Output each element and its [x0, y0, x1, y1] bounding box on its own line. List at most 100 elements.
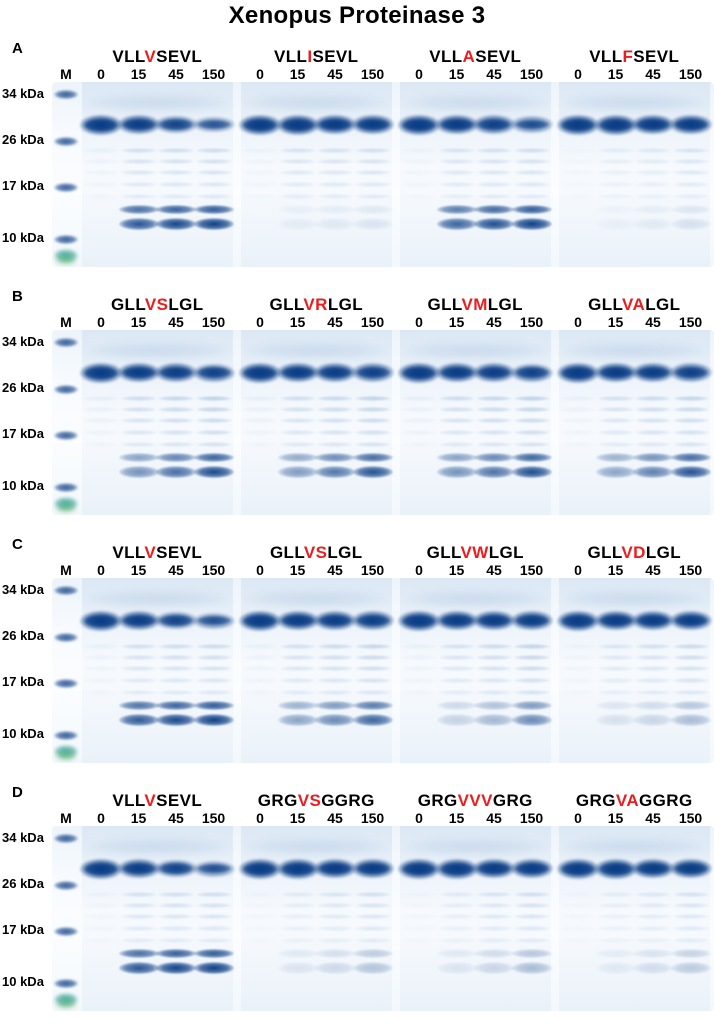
- gel-panel-b: B 34 kDa 26 kDa 17 kDa 10 kDa M GLLVSLGL 0 15 45 1…: [0, 284, 714, 532]
- degradation-band: [560, 194, 596, 200]
- degradation-band: [438, 418, 475, 424]
- lane-smear: [241, 826, 392, 1011]
- intact-protein-band: [355, 614, 390, 627]
- cleavage-product-band: [156, 466, 196, 479]
- gel-image: [52, 82, 714, 267]
- lane-smear: [559, 578, 710, 763]
- kda-label: 26 kDa: [2, 380, 44, 396]
- degradation-band: [195, 655, 232, 661]
- cleavage-product-band: [193, 701, 234, 711]
- kda-label: 17 kDa: [2, 178, 44, 194]
- degradation-band: [120, 678, 157, 684]
- degradation-band: [279, 194, 316, 200]
- degradation-band: [401, 395, 437, 401]
- sequence-label: GLLVSLGL: [77, 295, 237, 315]
- upper-smear: [83, 591, 232, 608]
- degradation-band: [476, 666, 512, 672]
- time-label: 15: [448, 66, 465, 82]
- cleavage-product-band: [595, 962, 636, 975]
- time-label: 45: [486, 314, 502, 330]
- sequence-label: GLLVALGL: [554, 295, 714, 315]
- degradation-band: [476, 442, 512, 448]
- degradation-band: [195, 914, 232, 920]
- degradation-band: [317, 678, 353, 684]
- degradation-band: [158, 194, 194, 200]
- upper-smear: [242, 591, 391, 608]
- degradation-band: [597, 170, 634, 176]
- cleavage-product-band: [511, 466, 552, 479]
- sequence-label: GRGVAGGRG: [554, 791, 714, 811]
- intact-protein-band: [598, 118, 633, 131]
- degradation-band: [476, 147, 512, 153]
- degradation-band: [242, 418, 278, 424]
- degradation-band: [401, 430, 437, 436]
- degradation-band: [195, 430, 232, 436]
- degradation-band: [158, 643, 194, 649]
- sequence-residue: GGRG: [321, 791, 375, 810]
- time-label: 15: [289, 810, 306, 826]
- cleavage-product-band: [156, 205, 196, 215]
- degradation-band: [476, 182, 512, 188]
- degradation-band: [597, 430, 634, 436]
- degradation-band: [242, 666, 278, 672]
- sequence-residue-highlight: VR: [303, 295, 328, 314]
- degradation-band: [513, 147, 550, 153]
- cleavage-product-band: [193, 714, 234, 727]
- cleavage-product-band: [511, 714, 552, 727]
- upper-smear: [401, 839, 550, 856]
- degradation-band: [354, 159, 391, 165]
- degradation-band: [354, 903, 391, 909]
- cleavage-product-band: [352, 701, 393, 711]
- time-label: 150: [201, 314, 226, 330]
- degradation-band: [242, 903, 278, 909]
- marker-band: [54, 978, 78, 988]
- time-label: 150: [678, 66, 703, 82]
- degradation-band: [317, 430, 353, 436]
- cleavage-product-band: [352, 218, 393, 231]
- degradation-band: [242, 430, 278, 436]
- intact-protein-band: [121, 366, 156, 379]
- intact-protein-band: [402, 614, 436, 627]
- degradation-band: [635, 891, 671, 897]
- time-label: 45: [327, 810, 343, 826]
- degradation-band: [672, 666, 709, 672]
- degradation-band: [438, 903, 475, 909]
- degradation-band: [513, 690, 550, 696]
- intact-protein-band: [243, 366, 277, 379]
- cleavage-product-band: [193, 218, 234, 231]
- degradation-band: [83, 159, 119, 165]
- cleavage-product-band: [474, 453, 514, 463]
- degradation-band: [401, 678, 437, 684]
- sequence-residue-highlight: V: [144, 791, 157, 810]
- sequence-label: GLLVRLGL: [236, 295, 396, 315]
- cleavage-product-band: [670, 205, 711, 215]
- kda-label: 34 kDa: [2, 581, 44, 597]
- upper-smear: [560, 591, 709, 608]
- degradation-band: [401, 170, 437, 176]
- cleavage-product-band: [277, 205, 318, 215]
- degradation-band: [279, 418, 316, 424]
- cleavage-product-band: [156, 453, 196, 463]
- degradation-band: [635, 407, 671, 413]
- time-label: 45: [645, 314, 661, 330]
- marker-lane-label: M: [60, 66, 72, 82]
- intact-protein-band: [318, 862, 352, 875]
- sequence-residue: GRG: [417, 791, 458, 810]
- degradation-band: [83, 418, 119, 424]
- degradation-band: [401, 690, 437, 696]
- degradation-band: [401, 159, 437, 165]
- degradation-band: [242, 938, 278, 944]
- degradation-band: [476, 903, 512, 909]
- cleavage-product-band: [633, 453, 673, 463]
- degradation-band: [242, 914, 278, 920]
- degradation-band: [317, 666, 353, 672]
- sequence-label: GRGVSGGRG: [236, 791, 396, 811]
- intact-protein-band: [318, 118, 352, 131]
- degradation-band: [158, 159, 194, 165]
- sequence-residue: SEVL: [633, 47, 680, 66]
- intact-protein-band: [477, 862, 511, 875]
- degradation-band: [476, 914, 512, 920]
- degradation-band: [513, 891, 550, 897]
- sequence-residue: GRG: [492, 791, 533, 810]
